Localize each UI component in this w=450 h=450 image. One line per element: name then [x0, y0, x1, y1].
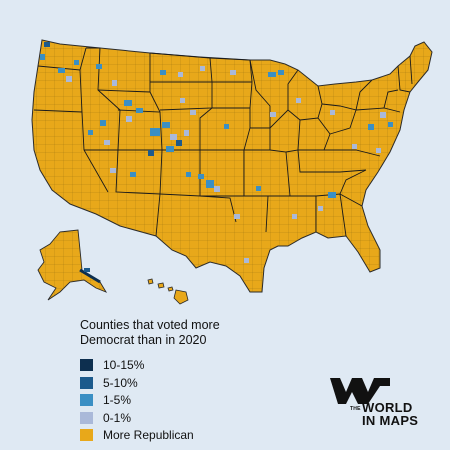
legend-item-1-5: 1-5%: [80, 392, 300, 408]
legend-title-line2: Democrat than in 2020: [80, 333, 207, 347]
legend-label: More Republican: [103, 428, 194, 443]
legend-swatch: [80, 376, 93, 389]
brand-name: WORLD IN MAPS: [362, 401, 418, 427]
legend-item-0-1: 0-1%: [80, 410, 300, 426]
legend-items: 10-15% 5-10% 1-5% 0-1% More Republican: [80, 357, 300, 443]
legend-label: 10-15%: [103, 358, 145, 372]
legend-item-5-10: 5-10%: [80, 375, 300, 391]
legend-item-10-15: 10-15%: [80, 357, 300, 373]
legend-label: 5-10%: [103, 375, 138, 390]
legend-swatch: [80, 394, 93, 407]
legend-swatch: [80, 359, 93, 371]
legend-label: 0-1%: [103, 410, 132, 425]
state-borders: [33, 47, 413, 237]
legend: Counties that voted more Democrat than i…: [80, 318, 300, 445]
brand-the: THE: [350, 406, 361, 412]
brand-line2: IN MAPS: [362, 413, 419, 428]
wm-logo-icon: [330, 378, 390, 404]
legend-title: Counties that voted more Democrat than i…: [80, 318, 300, 348]
hawaii: [147, 278, 189, 305]
legend-title-line1: Counties that voted more: [80, 318, 220, 332]
legend-swatch: [80, 429, 93, 442]
blue-counties: [40, 42, 393, 263]
legend-item-more-republican: More Republican: [80, 427, 300, 443]
brand-line1: WORLD: [362, 400, 413, 415]
legend-swatch: [80, 411, 93, 424]
brand-logo: THE WORLD IN MAPS: [328, 376, 428, 436]
legend-label: 1-5%: [103, 393, 132, 408]
